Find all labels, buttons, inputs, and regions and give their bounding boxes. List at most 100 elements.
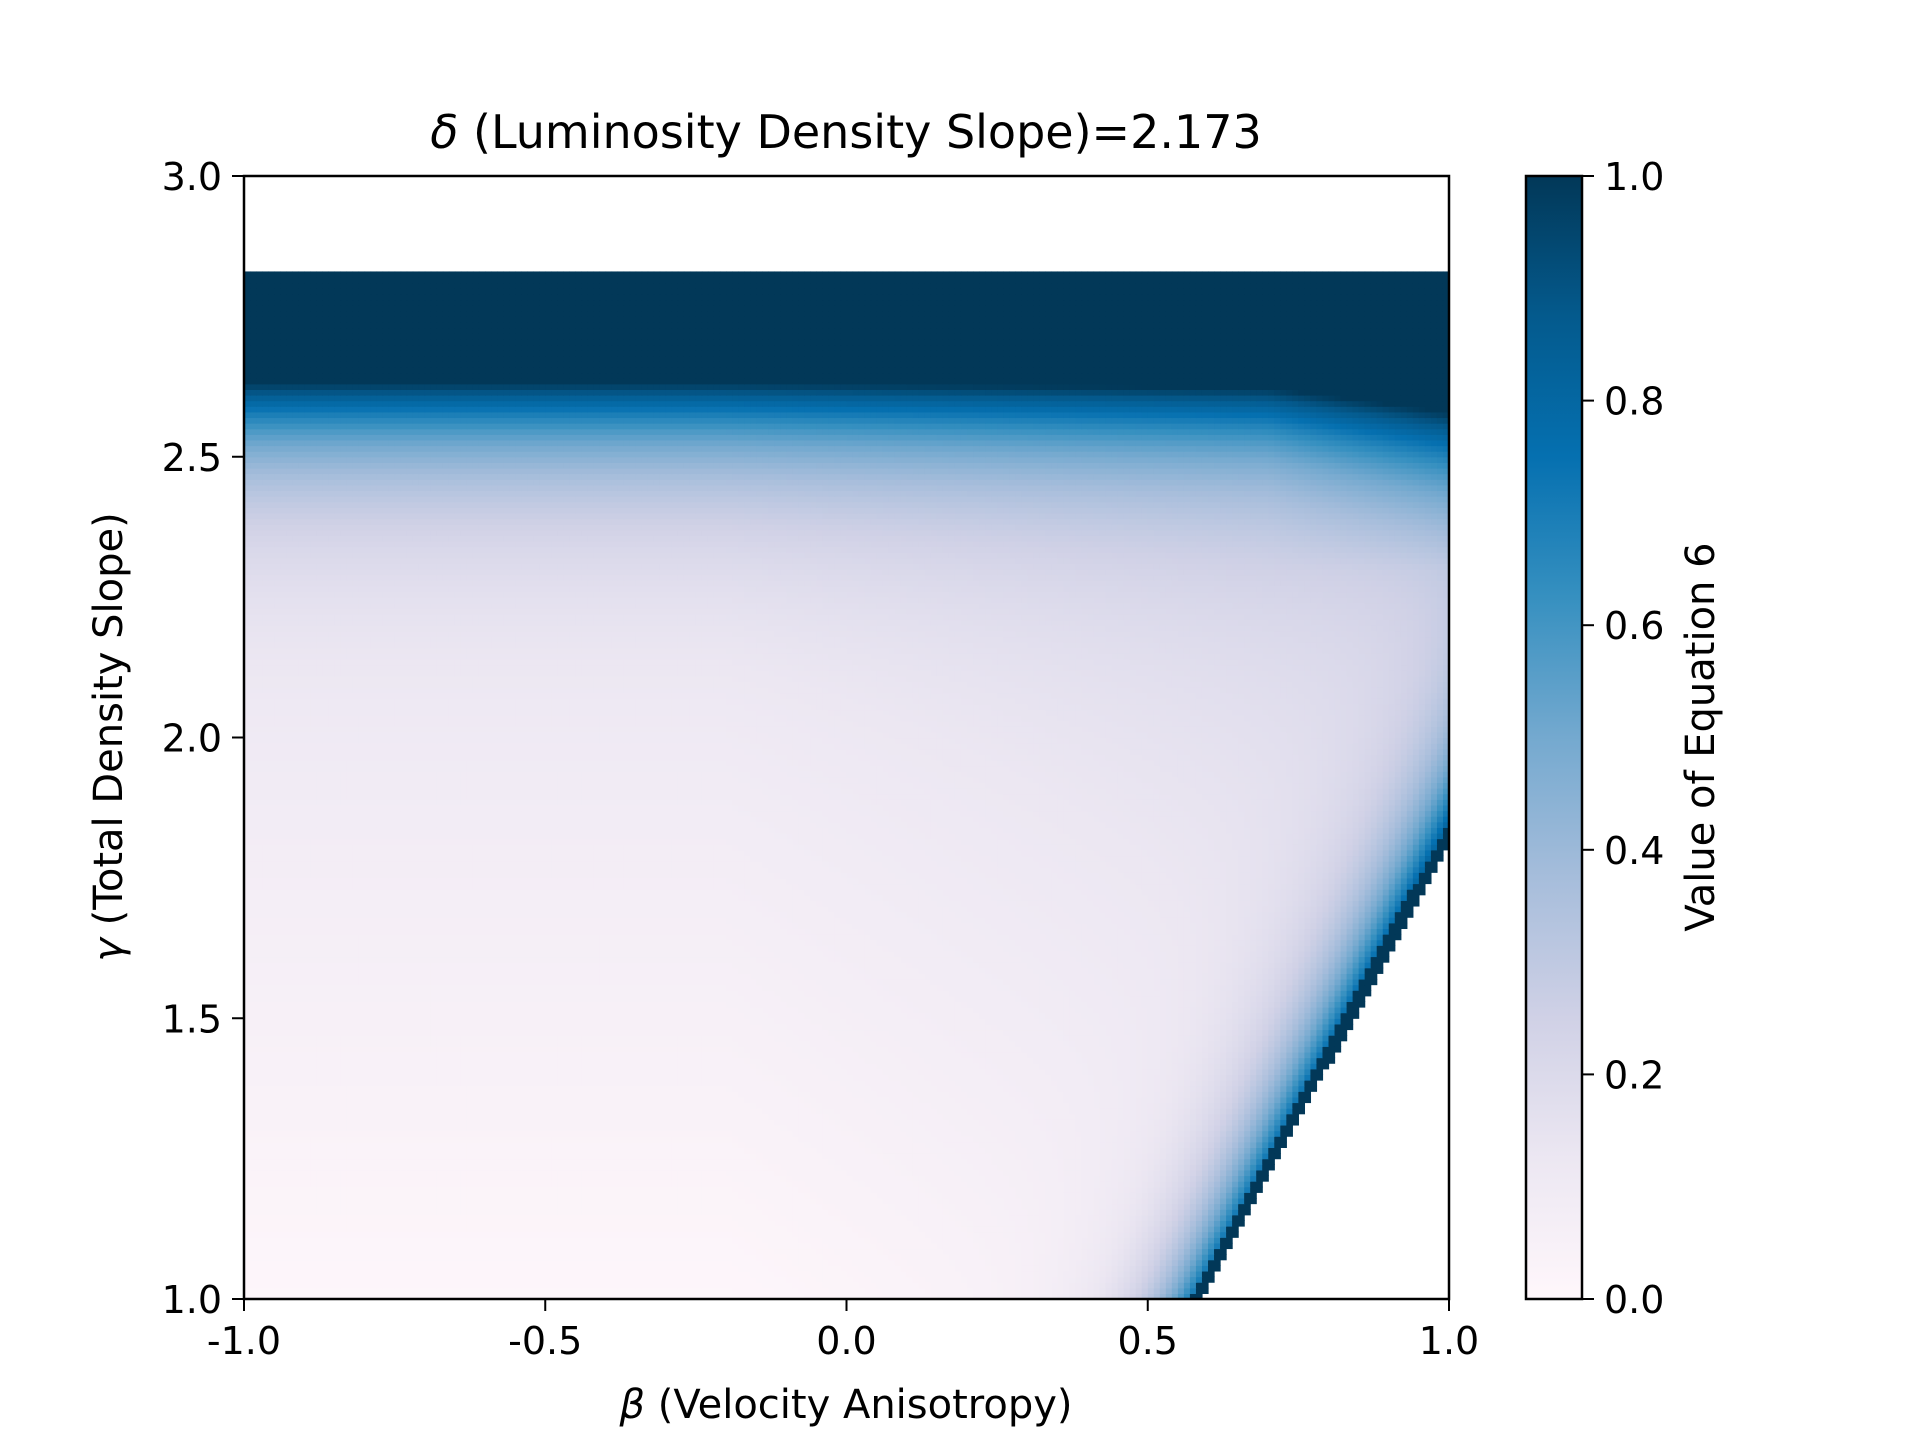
heatmap-cell [618, 1153, 625, 1159]
heatmap-cell [268, 1215, 275, 1221]
heatmap-cell [316, 1254, 323, 1260]
heatmap-cell [413, 1187, 420, 1193]
heatmap-cell [467, 1271, 474, 1277]
heatmap-cell [1124, 1265, 1131, 1271]
heatmap-cell [804, 1277, 811, 1283]
heatmap-cell [822, 1153, 829, 1159]
heatmap-cell [1136, 1209, 1143, 1215]
heatmap-cell [467, 1170, 474, 1176]
heatmap-cell [1202, 1237, 1209, 1243]
heatmap-cell [467, 1232, 474, 1238]
heatmap-cell [286, 1260, 293, 1266]
heatmap-cell [738, 1204, 745, 1210]
heatmap-cell [985, 1192, 992, 1198]
heatmap-cell [1142, 1164, 1149, 1170]
heatmap-cell [599, 1209, 606, 1215]
heatmap-cell [1033, 1153, 1040, 1159]
heatmap-cell [1088, 1271, 1095, 1277]
heatmap-cell [762, 1170, 769, 1176]
heatmap-cell [1075, 1271, 1082, 1277]
heatmap-cell [1214, 1175, 1221, 1181]
heatmap-cell [1088, 1153, 1095, 1159]
heatmap-cell [913, 1237, 920, 1243]
heatmap-cell [1256, 1187, 1263, 1193]
heatmap-cell [913, 1204, 920, 1210]
heatmap-cell [720, 1175, 727, 1181]
heatmap-cell [581, 1260, 588, 1266]
heatmap-cell [1214, 1147, 1221, 1153]
heatmap-cell [1045, 1204, 1052, 1210]
heatmap-cell [630, 1232, 637, 1238]
heatmap-cell [581, 1215, 588, 1221]
heatmap-cell [431, 1153, 438, 1159]
heatmap-cell [913, 1192, 920, 1198]
heatmap-cell [371, 1271, 378, 1277]
heatmap-cell [931, 1282, 938, 1288]
heatmap-cell [865, 1271, 872, 1277]
heatmap-cell [1051, 1204, 1058, 1210]
heatmap-cell [352, 1215, 359, 1221]
heatmap-cell [792, 1170, 799, 1176]
heatmap-cell [419, 1215, 426, 1221]
heatmap-cell [774, 1282, 781, 1288]
heatmap-cell [822, 1237, 829, 1243]
heatmap-cell [322, 1271, 329, 1277]
heatmap-cell [1033, 1232, 1040, 1238]
heatmap-cell [539, 1277, 546, 1283]
heatmap-cell [467, 1248, 474, 1254]
heatmap-cell [738, 1175, 745, 1181]
heatmap-cell [419, 1204, 426, 1210]
heatmap-cell [955, 1271, 962, 1277]
heatmap-cell [575, 1271, 582, 1277]
heatmap-cell [334, 1260, 341, 1266]
heatmap-cell [756, 1288, 763, 1294]
heatmap-cell [889, 1220, 896, 1226]
heatmap-cell [672, 1175, 679, 1181]
heatmap-cell [636, 1170, 643, 1176]
heatmap-cell [708, 1192, 715, 1198]
heatmap-cell [877, 1164, 884, 1170]
heatmap-cell [328, 1209, 335, 1215]
heatmap-cell [407, 1288, 414, 1294]
heatmap-cell [437, 1220, 444, 1226]
heatmap-cell [1063, 1220, 1070, 1226]
heatmap-cell [816, 1164, 823, 1170]
heatmap-cell [732, 1248, 739, 1254]
heatmap-cell [256, 1159, 263, 1165]
heatmap-cell [979, 1153, 986, 1159]
heatmap-cell [1220, 1248, 1227, 1254]
heatmap-cell [895, 1254, 902, 1260]
heatmap-cell [1178, 1170, 1185, 1176]
heatmap-cell [919, 1220, 926, 1226]
heatmap-cell [581, 1198, 588, 1204]
heatmap-cell [1112, 1187, 1119, 1193]
heatmap-cell [943, 1159, 950, 1165]
heatmap-cell [696, 1209, 703, 1215]
heatmap-cell [581, 1204, 588, 1210]
heatmap-cell [304, 1192, 311, 1198]
heatmap-cell [539, 1232, 546, 1238]
heatmap-cell [1063, 1288, 1070, 1294]
heatmap-cell [461, 1288, 468, 1294]
heatmap-cell [744, 1288, 751, 1294]
heatmap-cell [925, 1198, 932, 1204]
heatmap-cell [485, 1159, 492, 1165]
heatmap-cell [322, 1192, 329, 1198]
heatmap-cell [798, 1232, 805, 1238]
heatmap-cell [925, 1232, 932, 1238]
heatmap-cell [708, 1153, 715, 1159]
heatmap-cell [847, 1271, 854, 1277]
heatmap-cell [1118, 1175, 1125, 1181]
heatmap-cell [889, 1159, 896, 1165]
heatmap-cell [1069, 1215, 1076, 1221]
heatmap-cell [401, 1282, 408, 1288]
heatmap-cell [304, 1209, 311, 1215]
heatmap-cell [310, 1232, 317, 1238]
heatmap-cell [774, 1215, 781, 1221]
heatmap-cell [985, 1204, 992, 1210]
heatmap-cell [1274, 1153, 1281, 1159]
heatmap-cell [491, 1243, 498, 1249]
heatmap-cell [985, 1248, 992, 1254]
heatmap-cell [256, 1254, 263, 1260]
heatmap-cell [1244, 1164, 1251, 1170]
